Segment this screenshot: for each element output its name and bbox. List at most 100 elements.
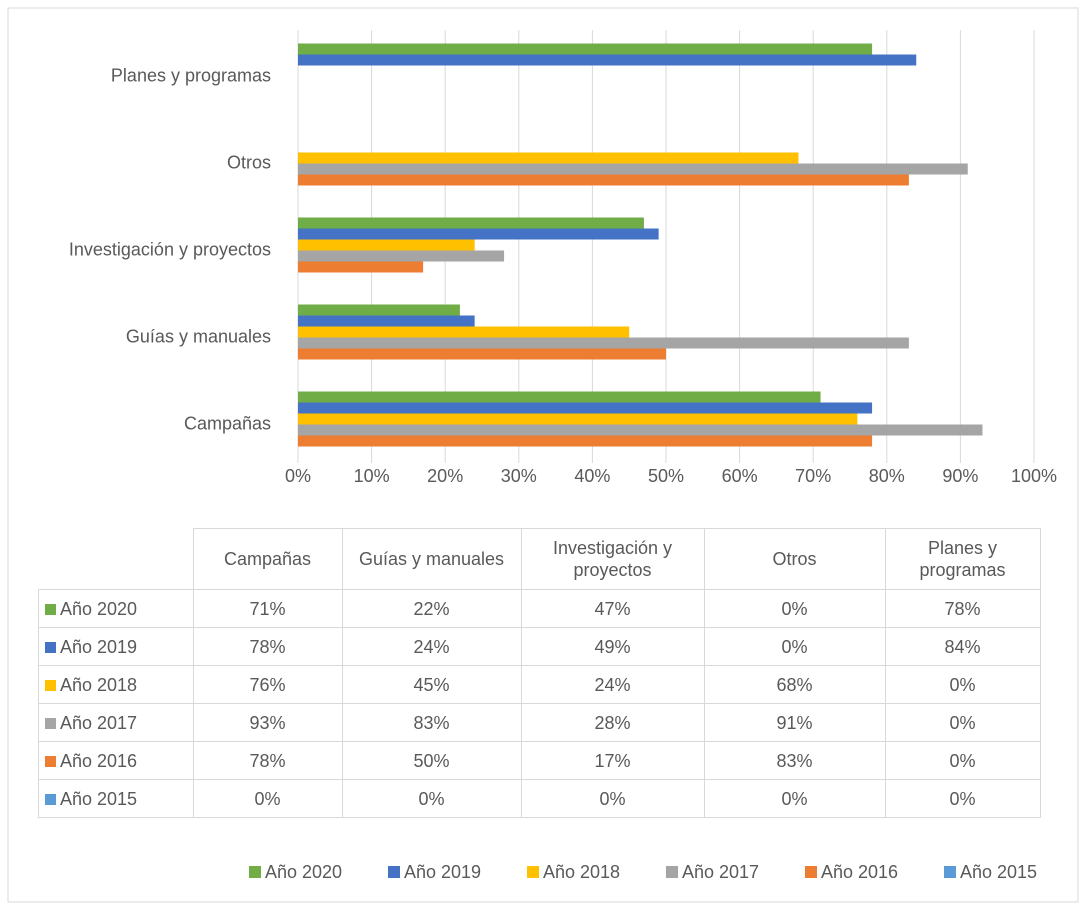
legend-label: Año 2018 xyxy=(543,862,620,882)
table-cell: 24% xyxy=(341,627,522,666)
table-cell: 0% xyxy=(884,779,1041,818)
table-cell: 47% xyxy=(520,589,705,628)
data-table: Campañas Guías y manuales Investigación y … xyxy=(38,528,1041,818)
y-tick-label: Guías y manuales xyxy=(126,326,271,346)
bar xyxy=(298,391,821,403)
table-row: Año 2019 78% 24% 49% 0% 84% xyxy=(38,627,1041,666)
legend-swatch xyxy=(249,866,261,878)
legend-key xyxy=(45,603,56,615)
legend-swatch xyxy=(527,866,539,878)
table-cell-text: 47% xyxy=(594,598,631,619)
table-cell: 28% xyxy=(520,703,705,742)
table-cell: 83% xyxy=(341,703,522,742)
column-header: Guías y manuales xyxy=(341,528,522,590)
legend-swatch xyxy=(805,866,817,878)
x-tick-label: 60% xyxy=(722,466,758,486)
table-cell: 84% xyxy=(884,627,1041,666)
table-cell: 0% xyxy=(884,665,1041,704)
table-cell: 45% xyxy=(341,665,522,704)
x-tick-label: 10% xyxy=(354,466,390,486)
table-cell-text: 0% xyxy=(949,674,976,695)
x-tick-label: 100% xyxy=(1011,466,1057,486)
bar xyxy=(298,228,659,240)
table-cell: 83% xyxy=(703,741,886,780)
column-header-text: Guías y manuales xyxy=(358,549,505,569)
bar xyxy=(298,54,917,66)
row-header: Año 2020 xyxy=(38,589,194,628)
bar xyxy=(298,163,968,175)
bar xyxy=(298,315,475,327)
table-cell: 91% xyxy=(703,703,886,742)
bar xyxy=(298,43,873,55)
table-cell-text: 68% xyxy=(776,674,813,695)
legend-key xyxy=(45,641,56,653)
column-header-text: Otros xyxy=(772,549,817,569)
table-cell: 78% xyxy=(192,741,343,780)
row-label: Año 2018 xyxy=(60,674,138,695)
x-tick-label: 0% xyxy=(285,466,311,486)
table-cell: 76% xyxy=(192,665,343,704)
bar xyxy=(298,261,424,273)
bar xyxy=(298,348,666,360)
table-cell-text: 49% xyxy=(594,636,631,657)
table-cell-text: 83% xyxy=(413,712,450,733)
table-cell: 78% xyxy=(884,589,1041,628)
column-header-text: Planes y programas xyxy=(919,538,1006,580)
table-cell-text: 0% xyxy=(781,788,808,809)
y-tick-label: Otros xyxy=(227,152,271,172)
table-cell-text: 0% xyxy=(949,750,976,771)
table-cell: 0% xyxy=(884,741,1041,780)
legend-swatch xyxy=(388,866,400,878)
table-cell-text: 28% xyxy=(594,712,631,733)
bar xyxy=(298,152,799,164)
bar xyxy=(298,174,909,186)
table-cell-text: 71% xyxy=(249,598,286,619)
table-cell-text: 0% xyxy=(254,788,281,809)
row-label: Año 2017 xyxy=(60,712,138,733)
table-row: Año 2015 0% 0% 0% 0% 0% xyxy=(38,779,1041,818)
table-cell-text: 0% xyxy=(781,598,808,619)
table-cell: 0% xyxy=(341,779,522,818)
table-cell-text: 45% xyxy=(413,674,450,695)
legend-label: Año 2019 xyxy=(404,862,481,882)
y-tick-label: Campañas xyxy=(184,413,271,433)
table-cell: 71% xyxy=(192,589,343,628)
legend-key xyxy=(45,755,56,767)
column-header: Investigación y proyectos xyxy=(520,528,705,590)
row-label: Año 2019 xyxy=(60,636,138,657)
bar xyxy=(298,413,858,425)
bar xyxy=(298,424,983,436)
x-tick-label: 40% xyxy=(574,466,610,486)
corner xyxy=(38,528,194,590)
legend-key xyxy=(45,793,56,805)
x-tick-label: 20% xyxy=(427,466,463,486)
table-cell: 0% xyxy=(703,627,886,666)
table-cell: 24% xyxy=(520,665,705,704)
row-label: Año 2015 xyxy=(60,788,138,809)
table-cell: 78% xyxy=(192,627,343,666)
column-header: Planes y programas xyxy=(884,528,1041,590)
bar xyxy=(298,304,460,316)
bar xyxy=(298,337,909,349)
table-cell: 0% xyxy=(703,779,886,818)
table-cell-text: 91% xyxy=(776,712,813,733)
table-cell: 68% xyxy=(703,665,886,704)
table-cell: 22% xyxy=(341,589,522,628)
table-cell-text: 0% xyxy=(949,788,976,809)
chart-border xyxy=(7,7,1079,903)
x-tick-label: 70% xyxy=(795,466,831,486)
table-header: Campañas Guías y manuales Investigación y … xyxy=(38,528,1041,590)
table-cell: 0% xyxy=(520,779,705,818)
table-cell-text: 78% xyxy=(249,750,286,771)
legend-key xyxy=(45,679,56,691)
table-cell-text: 0% xyxy=(949,712,976,733)
column-header: Otros xyxy=(703,528,886,590)
x-tick-label: 30% xyxy=(501,466,537,486)
bar xyxy=(298,239,475,251)
row-header: Año 2019 xyxy=(38,627,194,666)
table-cell: 93% xyxy=(192,703,343,742)
table-cell-text: 17% xyxy=(594,750,631,771)
row-label: Año 2016 xyxy=(60,750,138,771)
row-header: Año 2018 xyxy=(38,665,194,704)
